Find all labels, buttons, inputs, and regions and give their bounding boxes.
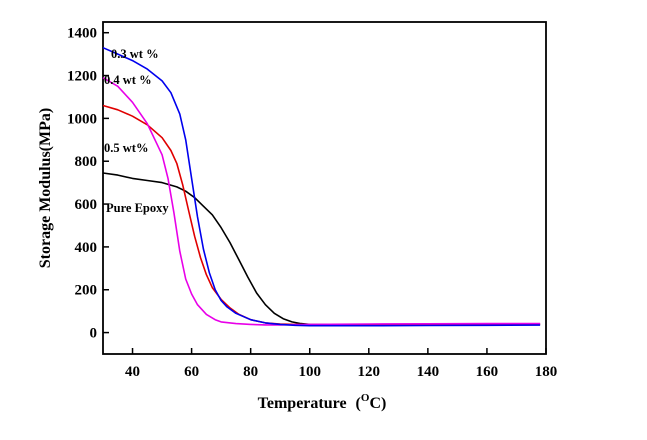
x-axis-title-superscript: O	[361, 392, 370, 404]
y-tick-label-800: 800	[75, 154, 98, 170]
series-line-0-5-wt	[102, 104, 541, 326]
x-tick-label-140: 140	[417, 364, 440, 380]
x-tick-label-160: 160	[476, 364, 499, 380]
x-axis-title-main: Temperature	[258, 395, 347, 412]
y-tick-label-200: 200	[75, 283, 98, 299]
x-axis-title: Temperature (OC)	[258, 392, 387, 412]
series-label-pure-epoxy: Pure Epoxy	[106, 201, 169, 215]
x-tick-label-120: 120	[358, 364, 381, 380]
series-label-0-4-wt: 0.4 wt %	[104, 73, 152, 87]
x-tick-label-180: 180	[535, 364, 558, 380]
x-axis-title-suffix: C)	[369, 395, 386, 412]
series-annotations: 0.3 wt % 0.4 wt % 0.5 wt% Pure Epoxy	[104, 47, 169, 215]
y-tick-label-600: 600	[75, 197, 98, 213]
series-line-pure-epoxy	[102, 172, 541, 326]
plot-frame	[102, 21, 547, 355]
series-line-0-3-wt	[102, 46, 541, 327]
y-tick-label-1200: 1200	[67, 69, 97, 85]
x-tick-label-80: 80	[243, 364, 258, 380]
x-axis-title-prefix: (	[356, 395, 361, 412]
x-tick-label-100: 100	[298, 364, 321, 380]
y-tick-label-1400: 1400	[67, 26, 97, 42]
x-tick-label-40: 40	[125, 364, 140, 380]
x-tick-label-60: 60	[184, 364, 199, 380]
series-label-0-3-wt: 0.3 wt %	[111, 47, 159, 61]
y-tick-label-1000: 1000	[67, 111, 97, 127]
y-axis-title: Storage Modulus(MPa)	[37, 108, 54, 268]
y-tick-label-400: 400	[75, 240, 98, 256]
axis-ticks: 40 60 80 100 120 140 160 180 0 200 400 600 800 1000 12…	[67, 26, 557, 380]
series-lines	[102, 46, 541, 327]
y-tick-label-0: 0	[90, 326, 98, 342]
series-line-0-4-wt	[102, 77, 541, 326]
series-label-0-5-wt: 0.5 wt%	[104, 141, 148, 155]
